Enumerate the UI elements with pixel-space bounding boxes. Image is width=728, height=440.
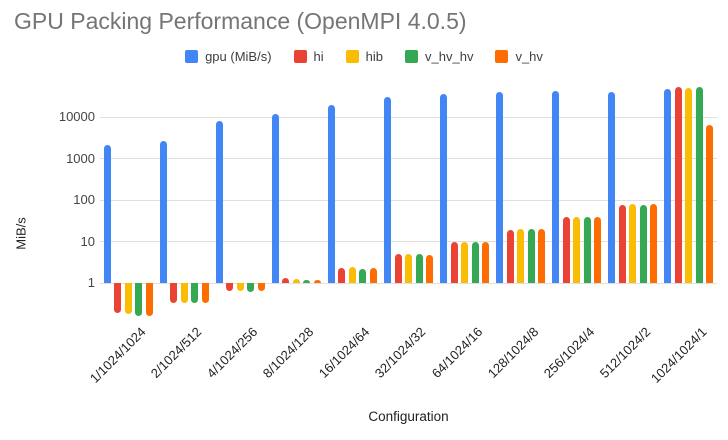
bar-v-hv-hv-64/1024/16[interactable] [471, 241, 479, 283]
legend-item-gpu: gpu (MiB/s) [185, 49, 272, 64]
bar-v-hv-4/1024/256[interactable] [257, 283, 265, 291]
legend-label: gpu (MiB/s) [205, 49, 272, 64]
bar-v-hv-16/1024/64[interactable] [369, 267, 377, 283]
bar-v-hv-hv-2/1024/512[interactable] [191, 283, 199, 303]
bar-v-hv-2/1024/512[interactable] [201, 283, 209, 303]
bar-v-hv-64/1024/16[interactable] [482, 241, 490, 283]
bar-hi-8/1024/128[interactable] [282, 278, 290, 283]
bar-hib-512/1024/2[interactable] [629, 204, 637, 283]
legend-item-v_hv: v_hv [495, 49, 543, 64]
bar-hi-32/1024/32[interactable] [394, 253, 402, 283]
legend: gpu (MiB/s) hi hib v_hv_hv v_hv [0, 49, 728, 64]
bar-hi-1/1024/1024[interactable] [114, 283, 122, 313]
y-axis-title: MiB/s [13, 217, 29, 250]
legend-swatch [495, 50, 509, 63]
x-tick-label: 8/1024/128 [260, 324, 317, 381]
x-axis-title: Configuration [368, 409, 449, 424]
x-tick-label: 128/1024/8 [484, 324, 541, 381]
x-tick-label: 2/1024/512 [147, 324, 205, 381]
bar-v-hv-32/1024/32[interactable] [426, 254, 433, 283]
legend-label: hib [365, 49, 384, 64]
x-tick-label: 4/1024/256 [203, 324, 261, 381]
bar-hib-256/1024/4[interactable] [573, 216, 581, 283]
bar-v-hv-hv-128/1024/8[interactable] [527, 229, 535, 283]
bar-hib-128/1024/8[interactable] [517, 229, 525, 283]
bar-v-hv-hv-8/1024/128[interactable] [303, 279, 311, 283]
bar-gpu-mib-s--4/1024/256[interactable] [215, 121, 223, 283]
bar-hib-32/1024/32[interactable] [405, 253, 412, 283]
legend-item-v_hv_hv: v_hv_hv [405, 49, 473, 64]
y-tick-label: 100 [73, 192, 95, 207]
y-tick-label: 10000 [58, 109, 95, 124]
x-tick-label: 32/1024/32 [372, 324, 429, 381]
chart-title: GPU Packing Performance (OpenMPI 4.0.5) [14, 8, 467, 34]
legend-swatch [405, 50, 419, 63]
bar-v-hv-hv-16/1024/64[interactable] [359, 268, 367, 283]
bar-gpu-mib-s--16/1024/64[interactable] [327, 104, 335, 283]
bar-v-hv-hv-256/1024/4[interactable] [583, 216, 591, 283]
bar-v-hv-8/1024/128[interactable] [313, 279, 321, 283]
bar-hib-64/1024/16[interactable] [461, 241, 469, 283]
legend-label: v_hv [515, 49, 543, 64]
bar-v-hv-hv-1/1024/1024[interactable] [135, 283, 143, 317]
bar-gpu-mib-s--128/1024/8[interactable] [496, 92, 504, 283]
bar-hib-16/1024/64[interactable] [348, 267, 356, 283]
bar-v-hv-hv-4/1024/256[interactable] [247, 283, 255, 292]
bar-v-hv-128/1024/8[interactable] [538, 229, 546, 283]
bar-gpu-mib-s--2/1024/512[interactable] [159, 141, 167, 283]
bar-v-hv-hv-32/1024/32[interactable] [415, 253, 423, 283]
legend-label: hi [313, 49, 324, 64]
bar-hib-4/1024/256[interactable] [236, 283, 244, 291]
bar-hib-8/1024/128[interactable] [292, 278, 300, 283]
legend-item-hi: hi [293, 49, 324, 64]
bar-hi-64/1024/16[interactable] [450, 242, 458, 283]
gridline [100, 116, 717, 118]
bar-gpu-mib-s--8/1024/128[interactable] [271, 114, 279, 283]
x-tick-label: 1024/1024/1 [647, 324, 710, 386]
bar-hib-1024/1024/1[interactable] [685, 87, 693, 283]
legend-swatch [185, 50, 199, 63]
bar-v-hv-256/1024/4[interactable] [594, 216, 602, 283]
bar-hi-4/1024/256[interactable] [226, 283, 234, 291]
legend-swatch [293, 50, 307, 63]
x-tick-label: 512/1024/2 [596, 324, 654, 381]
bar-hi-16/1024/64[interactable] [338, 267, 346, 283]
bar-gpu-mib-s--1024/1024/1[interactable] [664, 89, 672, 283]
bar-v-hv-hv-1024/1024/1[interactable] [695, 86, 703, 283]
bar-v-hv-1/1024/1024[interactable] [145, 283, 153, 317]
legend-item-hib: hib [345, 49, 384, 64]
bar-gpu-mib-s--512/1024/2[interactable] [608, 92, 616, 283]
bar-hi-512/1024/2[interactable] [618, 205, 626, 283]
bar-gpu-mib-s--1/1024/1024[interactable] [103, 145, 111, 283]
y-tick-label: 1000 [66, 150, 95, 166]
bar-v-hv-hv-512/1024/2[interactable] [639, 204, 647, 283]
bar-hi-1024/1024/1[interactable] [674, 87, 682, 283]
y-tick-label: 10 [80, 233, 95, 249]
x-tick-label: 256/1024/4 [540, 324, 598, 381]
gridline [100, 282, 717, 284]
bar-hi-2/1024/512[interactable] [170, 283, 178, 303]
gridline [100, 199, 717, 201]
bar-v-hv-1024/1024/1[interactable] [706, 124, 714, 283]
legend-swatch [345, 50, 359, 63]
x-tick-label: 64/1024/16 [428, 324, 485, 381]
legend-label: v_hv_hv [425, 49, 474, 64]
bar-hi-256/1024/4[interactable] [562, 217, 570, 283]
bar-hi-128/1024/8[interactable] [506, 229, 514, 283]
y-tick-label: 1 [87, 275, 95, 290]
bar-hib-2/1024/512[interactable] [180, 283, 188, 303]
x-tick-label: 1/1024/1024 [86, 324, 149, 386]
gridline [100, 158, 717, 159]
bar-v-hv-512/1024/2[interactable] [650, 204, 658, 283]
x-tick-label: 16/1024/64 [316, 324, 373, 381]
bar-gpu-mib-s--64/1024/16[interactable] [440, 93, 448, 283]
gridline [100, 241, 717, 242]
bar-gpu-mib-s--256/1024/4[interactable] [552, 90, 560, 283]
bar-gpu-mib-s--32/1024/32[interactable] [384, 97, 391, 283]
bar-hib-1/1024/1024[interactable] [124, 283, 132, 314]
